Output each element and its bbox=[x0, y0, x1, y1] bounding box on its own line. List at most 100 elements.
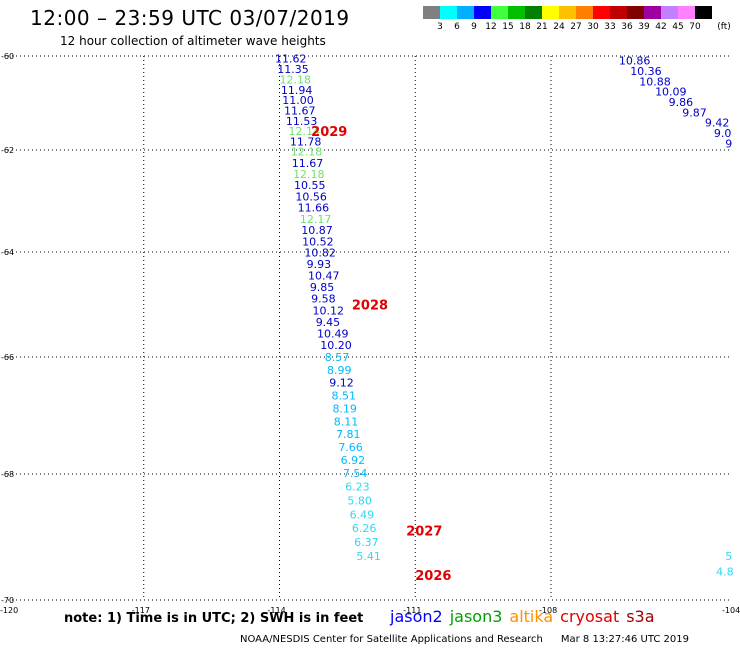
wave-height-label: 10.49 bbox=[317, 327, 349, 340]
pass-number-label: 2029 bbox=[311, 125, 347, 140]
credit-timestamp: Mar 8 13:27:46 UTC 2019 bbox=[560, 634, 689, 645]
wave-height-label: 9 bbox=[725, 137, 732, 150]
legend-swatch bbox=[678, 6, 695, 19]
wave-height-label: 9.58 bbox=[311, 293, 336, 306]
legend-swatch bbox=[525, 6, 542, 19]
wave-height-label: 10.56 bbox=[295, 190, 327, 203]
legend-tick-label: 21 bbox=[536, 22, 548, 32]
map-subtitle: 12 hour collection of altimeter wave hei… bbox=[60, 34, 326, 48]
legend-tick-label: 24 bbox=[553, 22, 565, 32]
wave-height-label: 10.12 bbox=[313, 304, 345, 317]
legend-swatch bbox=[661, 6, 678, 19]
legend-tick-label: 39 bbox=[638, 22, 650, 32]
wave-height-label: 8.99 bbox=[327, 364, 352, 377]
legend-unit: (ft) bbox=[717, 22, 731, 32]
wave-height-label: 4.8 bbox=[716, 566, 734, 579]
wave-height-label: 9.85 bbox=[310, 281, 335, 294]
lon-tick-label: -114 bbox=[268, 606, 286, 615]
wave-height-label: 9.93 bbox=[307, 258, 332, 271]
wave-height-label: 10.47 bbox=[308, 270, 340, 283]
lon-tick-label: -117 bbox=[132, 606, 150, 615]
legend-tick-label: 12 bbox=[485, 22, 497, 32]
legend-swatch bbox=[576, 6, 593, 19]
wave-height-label: 11.94 bbox=[281, 84, 313, 97]
lat-tick-label: -64 bbox=[1, 248, 14, 257]
wave-height-label: 9.45 bbox=[316, 316, 341, 329]
legend-tick-label: 30 bbox=[587, 22, 599, 32]
wave-height-label: 8.51 bbox=[332, 390, 357, 403]
wave-height-label: 11.67 bbox=[292, 157, 324, 170]
legend-swatch bbox=[508, 6, 525, 19]
wave-height-label: 6.23 bbox=[345, 481, 370, 494]
wave-height-label: 10.87 bbox=[301, 224, 333, 237]
wave-height-label: 11.35 bbox=[277, 63, 309, 76]
legend-tick-label: 33 bbox=[604, 22, 616, 32]
wave-height-label: 9.86 bbox=[669, 96, 694, 109]
wave-height-label: 12.18 bbox=[291, 146, 323, 159]
legend-swatch bbox=[440, 6, 457, 19]
legend-swatch bbox=[457, 6, 474, 19]
mission-altika: altika bbox=[509, 607, 554, 626]
lat-tick-label: -66 bbox=[1, 353, 14, 362]
legend-swatch bbox=[542, 6, 559, 19]
wave-height-label: 7.54 bbox=[343, 467, 368, 480]
wave-height-label: 10.82 bbox=[304, 247, 336, 260]
mission-jason3: jason3 bbox=[449, 607, 503, 626]
wave-height-label: 10.20 bbox=[320, 339, 352, 352]
pass-number-label: 2026 bbox=[415, 569, 451, 584]
lon-tick-label: -108 bbox=[539, 606, 557, 615]
credit-org: NOAA/NESDIS Center for Satellite Applica… bbox=[240, 634, 543, 645]
wave-height-label: 11.62 bbox=[275, 52, 307, 65]
wave-height-label: 11.00 bbox=[282, 94, 314, 107]
wave-height-label: 6.37 bbox=[354, 536, 379, 549]
legend-swatch bbox=[474, 6, 491, 19]
legend-tick-label: 9 bbox=[471, 22, 477, 32]
wave-height-label: 9.87 bbox=[682, 106, 707, 119]
lon-tick-label: -120 bbox=[0, 606, 18, 615]
credit-line: NOAA/NESDIS Center for Satellite Applica… bbox=[240, 634, 689, 645]
wave-height-label: 12.14 bbox=[289, 125, 321, 138]
wave-height-label: 9.42 bbox=[705, 117, 730, 130]
map-title: 12:00 – 23:59 UTC 03/07/2019 bbox=[30, 6, 350, 30]
wave-height-label: 5.80 bbox=[347, 494, 372, 507]
wave-height-label: 9.0 bbox=[714, 127, 732, 140]
legend-tick-label: 6 bbox=[454, 22, 460, 32]
wave-height-label: 12.18 bbox=[280, 74, 312, 87]
wave-height-label: 12.17 bbox=[300, 213, 332, 226]
wave-height-label: 8.19 bbox=[332, 402, 357, 415]
pass-labels: 2029 2028 2027 2026 bbox=[311, 125, 451, 584]
legend-tick-label: 15 bbox=[502, 22, 514, 32]
legend-tick-label: 27 bbox=[570, 22, 582, 32]
wave-height-label: 7.81 bbox=[336, 428, 361, 441]
legend-swatch bbox=[695, 6, 712, 19]
legend-swatch bbox=[593, 6, 610, 19]
legend-swatch bbox=[559, 6, 576, 19]
pass-number-label: 2028 bbox=[352, 299, 388, 314]
legend-tick-label: 70 bbox=[689, 22, 701, 32]
wave-height-label: 10.09 bbox=[655, 86, 687, 99]
wave-height-label: 10.36 bbox=[630, 65, 662, 78]
wave-height-label: 12.18 bbox=[293, 168, 325, 181]
legend-swatch bbox=[627, 6, 644, 19]
wave-height-label: 8.11 bbox=[334, 415, 359, 428]
wave-height-label: 8.57 bbox=[325, 351, 350, 364]
wave-height-label: 10.52 bbox=[302, 235, 334, 248]
wave-height-label: 10.55 bbox=[294, 179, 326, 192]
wave-height-label: 5 bbox=[725, 550, 732, 563]
wave-height-label: 11.67 bbox=[284, 105, 316, 118]
map-axis-labels: -60 -62 -64 -66 -68 -70-120 -117 -114 -111 -108 -1… bbox=[0, 52, 740, 615]
legend-tick-label: 45 bbox=[672, 22, 684, 32]
color-legend-bar bbox=[423, 6, 712, 19]
legend-swatch bbox=[610, 6, 627, 19]
wave-height-label: 11.66 bbox=[298, 202, 330, 215]
legend-tick-label: 42 bbox=[655, 22, 667, 32]
wave-height-label: 7.66 bbox=[338, 441, 363, 454]
legend-tick-label: 3 bbox=[437, 22, 443, 32]
lat-tick-label: -62 bbox=[1, 146, 14, 155]
legend-swatch bbox=[423, 6, 440, 19]
wave-height-label: 9.12 bbox=[329, 377, 354, 390]
wave-height-label: 11.78 bbox=[290, 136, 322, 149]
lat-tick-label: -60 bbox=[1, 52, 14, 61]
mission-jason2: jason2 bbox=[390, 607, 443, 626]
